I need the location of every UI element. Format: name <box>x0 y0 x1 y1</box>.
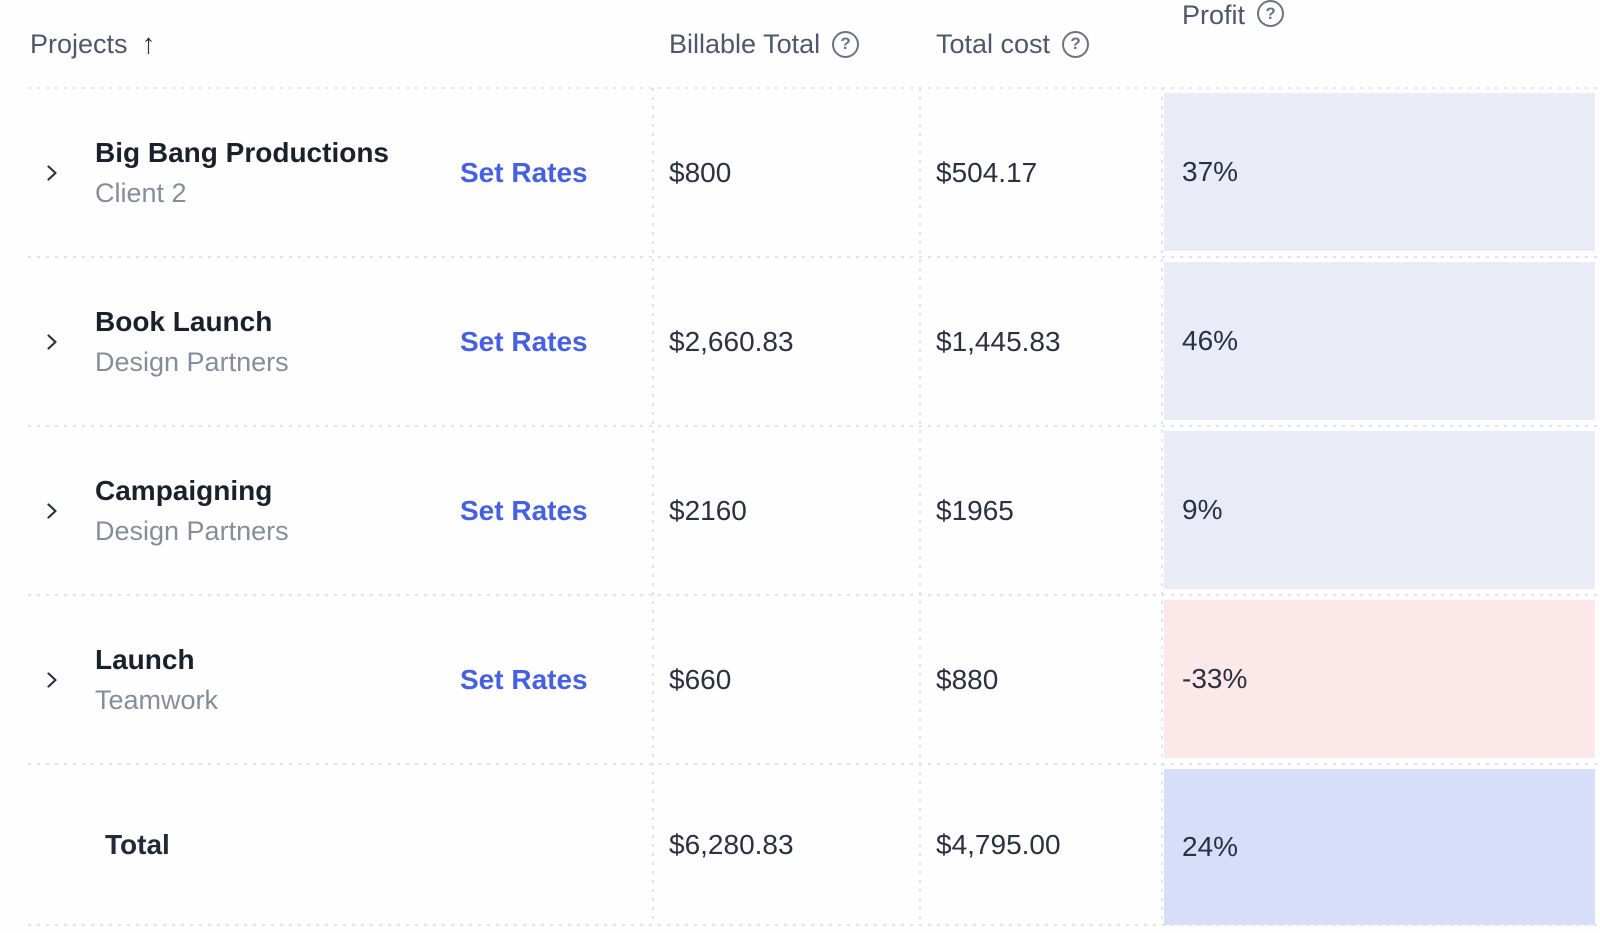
table-row: Campaigning Design Partners Set Rates $2… <box>0 426 1600 595</box>
column-separator <box>652 88 654 925</box>
row-separator <box>28 594 1600 596</box>
table-row: Big Bang Productions Client 2 Set Rates … <box>0 88 1600 257</box>
profit-total-value: 24% <box>1164 769 1595 925</box>
column-header-billable-total: Billable Total ? <box>653 0 920 88</box>
profit-header-label: Profit <box>1182 0 1246 30</box>
project-name: Campaigning <box>95 474 273 506</box>
projects-header-label: Projects <box>30 28 128 59</box>
billable-total-value: $2,660.83 <box>669 325 794 357</box>
billable-total-sum: $6,280.83 <box>669 828 794 860</box>
help-icon[interactable]: ? <box>1257 0 1285 27</box>
row-separator <box>28 425 1600 427</box>
total-cost-value: $880 <box>936 663 999 695</box>
row-separator <box>28 924 1600 926</box>
profit-value: 37% <box>1164 93 1595 251</box>
set-rates-link[interactable]: Set Rates <box>460 156 588 188</box>
column-header-total-cost: Total cost ? <box>920 0 1162 88</box>
total-label: Total <box>105 828 170 860</box>
help-icon[interactable]: ? <box>1062 30 1090 58</box>
set-rates-link[interactable]: Set Rates <box>460 663 588 695</box>
total-cost-sum: $4,795.00 <box>936 828 1061 860</box>
profit-value: -33% <box>1164 600 1595 758</box>
profit-value: 46% <box>1164 262 1595 420</box>
table-row: Launch Teamwork Set Rates $660 $880 -33% <box>0 595 1600 764</box>
column-header-projects[interactable]: Projects ↑ <box>0 0 653 88</box>
column-separator <box>919 88 921 925</box>
row-separator <box>28 763 1600 765</box>
table-total-row: Total $6,280.83 $4,795.00 24% <box>0 764 1600 925</box>
project-client: Design Partners <box>95 516 289 547</box>
expand-chevron-icon[interactable] <box>42 331 62 353</box>
table-header-row: Projects ↑ Billable Total ? Total cost ?… <box>0 0 1600 88</box>
project-name: Book Launch <box>95 305 273 337</box>
column-header-profit: Profit ? <box>1162 0 1600 88</box>
set-rates-link[interactable]: Set Rates <box>460 494 588 526</box>
total-cost-header-label: Total cost <box>936 28 1051 59</box>
expand-chevron-icon[interactable] <box>42 669 62 691</box>
billable-total-value: $800 <box>669 156 732 188</box>
row-separator <box>28 256 1600 258</box>
total-cost-value: $504.17 <box>936 156 1038 188</box>
billable-total-value: $2160 <box>669 494 747 526</box>
table-row: Book Launch Design Partners Set Rates $2… <box>0 257 1600 426</box>
profit-value: 9% <box>1164 431 1595 589</box>
row-separator <box>28 87 1600 89</box>
total-cost-value: $1,445.83 <box>936 325 1061 357</box>
help-icon[interactable]: ? <box>832 30 860 58</box>
expand-chevron-icon[interactable] <box>42 500 62 522</box>
billable-total-header-label: Billable Total <box>669 28 821 59</box>
project-client: Client 2 <box>95 178 187 209</box>
project-name: Big Bang Productions <box>95 136 389 168</box>
column-separator <box>1161 88 1163 925</box>
sort-ascending-icon[interactable]: ↑ <box>141 28 156 59</box>
set-rates-link[interactable]: Set Rates <box>460 325 588 357</box>
project-client: Teamwork <box>95 685 219 716</box>
billable-total-value: $660 <box>669 663 732 695</box>
expand-chevron-icon[interactable] <box>42 162 62 184</box>
project-client: Design Partners <box>95 347 289 378</box>
total-cost-value: $1965 <box>936 494 1014 526</box>
project-name: Launch <box>95 643 195 675</box>
